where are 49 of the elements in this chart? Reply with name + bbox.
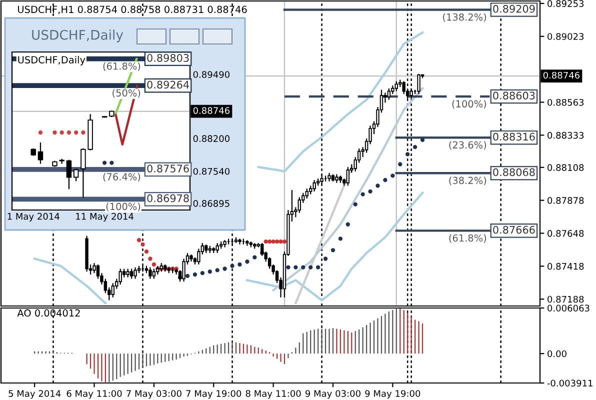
series-label: (76.4%)	[103, 172, 140, 182]
x-tick-label: 6 May 11:00	[66, 390, 122, 399]
y-tick-label: 0.86895	[193, 200, 230, 207]
y-tick-label: 0.87188	[548, 296, 584, 303]
x-tick-label: 8 May 11:00	[246, 390, 301, 399]
x-tick-label: 5 May 2014	[8, 390, 61, 399]
chart-subtitle: USDCHF,Daily	[18, 56, 86, 66]
x-tick-label: 1 May 2014	[8, 212, 60, 222]
series-label: (23.6%)	[449, 141, 486, 150]
y-tick-label: 0.87878	[548, 197, 584, 204]
y-tick-label: 0.88108	[548, 164, 584, 171]
series-label: (100%)	[106, 202, 140, 212]
data-label: 0.87576	[147, 164, 189, 172]
y-tick-label: 0.87648	[548, 230, 584, 237]
y-tick-label: 0.87540	[193, 168, 230, 175]
x-tick-label: 7 May 03:00	[126, 390, 182, 399]
series-label: (61.8%)	[449, 234, 486, 243]
series-label: (38.2%)	[449, 176, 486, 186]
y-tick-label: 0.88333	[548, 132, 584, 139]
x-tick-label: 11 May 2014	[76, 212, 134, 222]
series-label: (61.8%)	[103, 62, 140, 71]
data-label: 0.87666	[493, 226, 535, 234]
y-tick-label: 0.006063	[548, 304, 590, 312]
ref-line-label: 0.88746	[543, 72, 580, 79]
y-tick-label: 0.89490	[193, 71, 230, 78]
data-label: 0.88316	[493, 132, 535, 141]
x-tick-label: 7 May 19:00	[186, 390, 242, 399]
chart-title: USDCHF,H1 0.88754 0.88758 0.88731 0.88746	[18, 6, 247, 14]
data-label: 0.88068	[493, 168, 535, 176]
x-tick-label: 9 May 03:00	[305, 390, 360, 399]
data-label: 0.88603	[493, 92, 535, 100]
data-label: 0.86978	[147, 194, 189, 202]
y-tick-label: -0.003911	[547, 380, 592, 387]
y-tick-label: 0.89023	[548, 33, 584, 40]
y-tick-label: 0.88200	[193, 135, 230, 142]
data-label: 0.89264	[147, 80, 189, 89]
data-label: 0.89209	[493, 4, 535, 13]
data-label: 0.89803	[147, 54, 189, 62]
chart-title: AO 0.004012	[17, 309, 80, 317]
series-label: (138.2%)	[443, 13, 486, 22]
series-label: (50%)	[112, 89, 140, 98]
chart-title: USDCHF,Daily	[32, 30, 124, 42]
y-tick-label: 0.00	[548, 350, 566, 358]
ref-line-label: 0.88746	[193, 107, 230, 114]
y-tick-label: 0.89253	[548, 0, 584, 7]
y-tick-label: 0.87418	[548, 262, 584, 270]
y-tick-label: 0.88563	[548, 98, 584, 106]
series-label: (100%)	[452, 100, 486, 109]
x-tick-label: 9 May 19:00	[365, 390, 420, 399]
